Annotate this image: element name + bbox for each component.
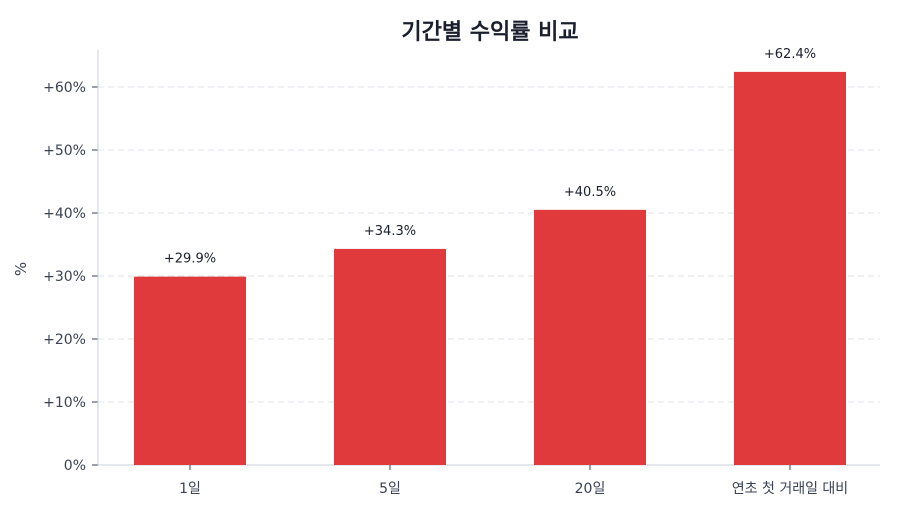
y-tick-label: +10% xyxy=(43,395,86,411)
bar-value-label: +34.3% xyxy=(364,224,416,239)
bar xyxy=(134,276,246,465)
bar-value-label: +62.4% xyxy=(764,47,816,62)
y-tick-label: +20% xyxy=(43,332,86,348)
x-tick-label: 1일 xyxy=(179,481,201,497)
y-tick-label: +60% xyxy=(43,80,86,96)
y-tick-label: +40% xyxy=(43,206,86,222)
x-tick-label: 연초 첫 거래일 대비 xyxy=(732,481,848,497)
x-tick-label: 20일 xyxy=(575,481,606,497)
x-tick-label: 5일 xyxy=(379,481,401,497)
bar xyxy=(534,209,646,465)
y-tick-label: 0% xyxy=(64,458,86,474)
y-tick-label: +30% xyxy=(43,269,86,285)
chart-title: 기간별 수익률 비교 xyxy=(401,20,579,45)
bar-value-label: +40.5% xyxy=(564,185,616,200)
bar-value-label: +29.9% xyxy=(164,252,216,267)
bar xyxy=(734,71,846,465)
bar xyxy=(334,248,446,465)
y-tick-label: +50% xyxy=(43,143,86,159)
